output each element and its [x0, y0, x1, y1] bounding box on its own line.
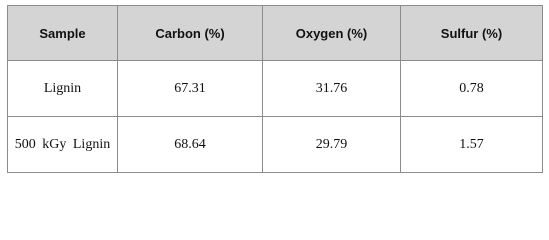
value-cell: 68.64	[117, 116, 263, 173]
value-cell: 29.79	[262, 116, 401, 173]
value-cell: 1.57	[400, 116, 543, 173]
header-cell: Carbon (%)	[117, 5, 263, 61]
sample-cell: Lignin	[7, 60, 118, 117]
data-row: 500 kGy Lignin 68.64 29.79 1.57	[7, 116, 543, 173]
header-cell: Sulfur (%)	[400, 5, 543, 61]
data-row: Lignin 67.31 31.76 0.78	[7, 60, 543, 117]
composition-table: Sample Carbon (%) Oxygen (%) Sulfur (%) …	[7, 5, 543, 173]
header-cell: Oxygen (%)	[262, 5, 401, 61]
value-cell: 31.76	[262, 60, 401, 117]
header-cell: Sample	[7, 5, 118, 61]
page: {"table": { "header": ["Sample", "Carbon…	[7, 5, 543, 173]
sample-cell: 500 kGy Lignin	[7, 116, 118, 173]
value-cell: 0.78	[400, 60, 543, 117]
value-cell: 67.31	[117, 60, 263, 117]
header-row: Sample Carbon (%) Oxygen (%) Sulfur (%)	[7, 5, 543, 61]
